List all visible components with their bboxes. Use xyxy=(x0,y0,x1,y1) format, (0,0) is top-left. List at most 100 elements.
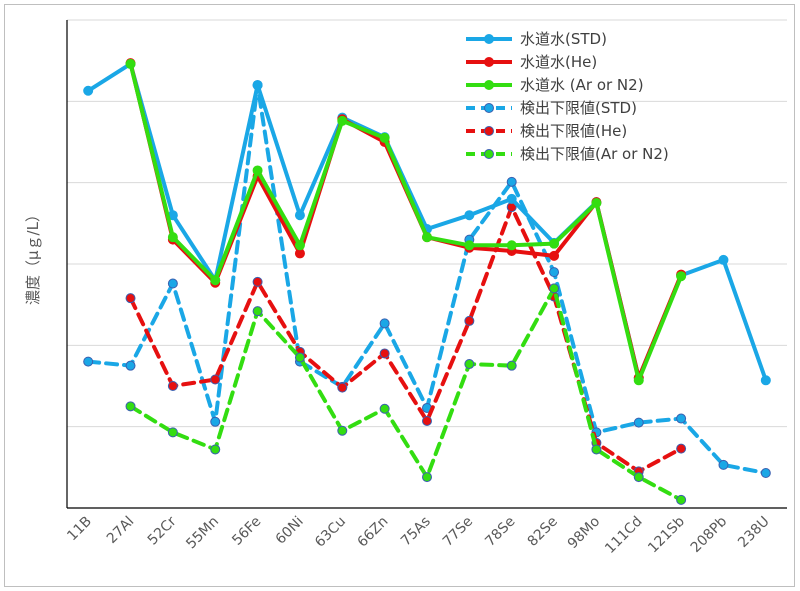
data-point xyxy=(83,85,94,96)
legend-label: 水道水(He) xyxy=(520,53,597,71)
gridlines xyxy=(67,19,787,428)
legend-label: 検出下限値(STD) xyxy=(520,99,637,117)
data-point xyxy=(294,240,305,251)
data-point xyxy=(252,80,263,91)
data-point xyxy=(506,176,517,187)
x-tick-label: 27Al xyxy=(104,514,137,547)
data-point xyxy=(252,306,263,317)
chart-frame xyxy=(4,4,795,587)
data-point xyxy=(633,472,644,483)
legend: 水道水(STD) 水道水(He) 水道水 (Ar or N2) 検出下限値(STD) 検… xyxy=(466,30,669,163)
data-point xyxy=(633,375,644,386)
data-point xyxy=(379,132,390,143)
x-tick-label: 208Pb xyxy=(688,513,731,556)
legend-swatch-marker xyxy=(484,80,494,90)
data-point xyxy=(676,494,687,505)
data-point xyxy=(633,417,644,428)
data-point xyxy=(506,240,517,251)
data-point xyxy=(676,271,687,282)
data-point xyxy=(506,193,517,204)
x-tick-label: 121Sb xyxy=(645,513,688,556)
legend-label: 検出下限値(Ar or N2) xyxy=(520,145,669,163)
legend-swatch-marker xyxy=(484,34,494,44)
data-point xyxy=(337,115,348,126)
data-point xyxy=(167,381,178,391)
data-point xyxy=(422,472,432,483)
data-point xyxy=(379,403,390,414)
data-point xyxy=(167,278,178,289)
data-point xyxy=(337,425,348,436)
x-tick-label: 63Cu xyxy=(312,514,349,551)
data-point xyxy=(591,444,602,455)
data-point xyxy=(210,444,221,455)
x-tick-label: 52Cr xyxy=(145,513,180,548)
data-point xyxy=(506,360,517,371)
legend-swatch-marker xyxy=(484,149,494,159)
data-point xyxy=(167,232,178,243)
data-point xyxy=(337,382,348,393)
data-point xyxy=(422,232,432,243)
legend-swatch-marker xyxy=(484,126,494,136)
data-point xyxy=(125,360,136,371)
data-point xyxy=(379,348,390,359)
legend-label: 水道水 (Ar or N2) xyxy=(520,76,644,94)
data-point xyxy=(549,250,560,261)
x-tick-label: 60Ni xyxy=(273,514,307,548)
x-tick-label: 238U xyxy=(735,514,772,551)
series-2 xyxy=(125,58,687,386)
legend-label: 検出下限値(He) xyxy=(520,122,627,140)
data-point xyxy=(549,283,560,294)
x-tick-label: 111Cd xyxy=(602,514,645,557)
data-point xyxy=(210,275,221,286)
x-tick-label: 78Se xyxy=(482,514,518,550)
data-point xyxy=(125,293,136,304)
data-point xyxy=(718,459,729,470)
x-tick-label: 55Mn xyxy=(183,514,222,553)
data-point xyxy=(464,359,475,370)
y-axis-title: 濃度（μｇ/L） xyxy=(24,207,42,305)
x-tick-label: 77Se xyxy=(440,514,476,550)
data-point xyxy=(252,276,263,287)
series-0 xyxy=(83,58,771,386)
data-point xyxy=(676,413,687,424)
x-tick-label: 66Zn xyxy=(355,514,392,551)
data-point xyxy=(464,240,475,251)
legend-swatch-marker xyxy=(484,103,494,113)
data-point xyxy=(549,267,560,278)
data-point xyxy=(676,443,687,454)
legend-swatch-marker xyxy=(484,57,494,67)
data-point xyxy=(167,427,178,438)
data-point xyxy=(210,374,221,385)
data-point xyxy=(718,254,729,265)
data-point xyxy=(591,198,602,208)
data-point xyxy=(125,401,136,412)
data-point xyxy=(760,468,771,479)
x-tick-label: 98Mo xyxy=(565,514,604,553)
series-layer xyxy=(83,58,771,505)
data-point xyxy=(379,318,390,329)
series-4 xyxy=(125,202,687,477)
data-point xyxy=(549,238,560,249)
data-point xyxy=(252,165,263,176)
series-line xyxy=(86,83,768,476)
x-tick-labels: 11B 27Al 52Cr 55Mn 56Fe 60Ni 63Cu 66Zn 75As 77Se 7… xyxy=(64,513,772,557)
series-5 xyxy=(125,283,687,505)
x-tick-label: 82Se xyxy=(525,514,561,550)
series-line xyxy=(128,286,684,502)
data-point xyxy=(464,210,475,221)
data-point xyxy=(294,210,305,221)
data-point xyxy=(294,352,305,363)
legend-label: 水道水(STD) xyxy=(520,30,607,48)
x-tick-label: 75As xyxy=(398,514,434,550)
axes xyxy=(66,20,787,509)
data-point xyxy=(422,415,432,426)
x-tick-label: 11B xyxy=(64,514,95,545)
data-point xyxy=(464,315,475,326)
data-point xyxy=(760,375,771,386)
data-point xyxy=(125,58,136,69)
data-point xyxy=(83,356,94,367)
data-point xyxy=(210,416,221,427)
series-line xyxy=(128,61,684,383)
x-tick-label: 56Fe xyxy=(229,514,264,549)
